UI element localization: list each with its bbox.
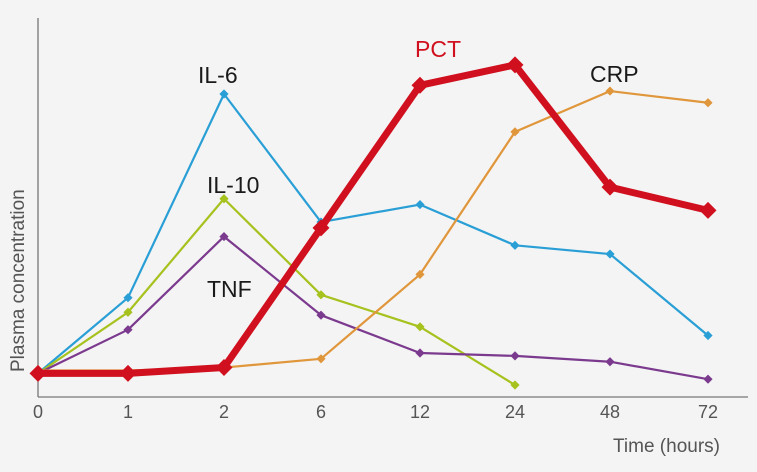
data-point-pct-2 xyxy=(215,359,233,377)
data-point-il10-6 xyxy=(316,290,326,300)
x-tick-label-48: 48 xyxy=(600,402,620,422)
data-point-il10-1 xyxy=(123,307,133,317)
data-point-pct-12 xyxy=(411,76,429,94)
series-label-crp: CRP xyxy=(590,61,639,87)
series-line-il10 xyxy=(36,197,517,387)
y-axis-title: Plasma concentration xyxy=(8,189,29,372)
data-point-pct-1 xyxy=(119,364,137,382)
series-line-tnf xyxy=(36,235,710,381)
x-tick-label-0: 0 xyxy=(33,402,43,422)
series-line-pct xyxy=(34,61,712,377)
data-point-tnf-24 xyxy=(510,351,520,361)
data-point-crp-6 xyxy=(316,354,326,364)
data-point-tnf-48 xyxy=(605,357,615,367)
axes: Plasma concentration Time (hours) xyxy=(8,18,748,457)
x-tick-label-6: 6 xyxy=(316,402,326,422)
x-tick-label-12: 12 xyxy=(410,402,430,422)
data-point-pct-6 xyxy=(312,219,330,237)
series-label-il10: IL-10 xyxy=(207,172,259,198)
data-point-crp-24 xyxy=(510,127,520,137)
series-line-il6 xyxy=(36,92,710,375)
series-label-tnf: TNF xyxy=(207,276,252,302)
series-label-il6: IL-6 xyxy=(198,62,238,88)
series-pct xyxy=(29,56,717,382)
x-tick-label-72: 72 xyxy=(698,402,718,422)
data-point-pct-24 xyxy=(506,56,524,74)
series-lines xyxy=(29,56,717,390)
data-point-crp-48 xyxy=(605,86,615,96)
x-tick-label-1: 1 xyxy=(123,402,133,422)
series-il6 xyxy=(33,89,713,378)
x-tick-labels: 0 1 2 6 12 24 48 72 xyxy=(33,402,718,422)
series-label-pct: PCT xyxy=(415,36,461,62)
data-point-il6-24 xyxy=(510,240,520,250)
data-point-tnf-2 xyxy=(219,231,229,242)
data-point-pct-48 xyxy=(601,178,619,196)
data-point-il6-12 xyxy=(415,199,425,210)
data-point-tnf-12 xyxy=(415,348,425,358)
data-point-tnf-1 xyxy=(123,325,133,335)
series-labels: IL-6 IL-10 TNF CRP PCT xyxy=(198,36,639,302)
x-tick-label-2: 2 xyxy=(219,402,229,422)
data-point-il6-48 xyxy=(605,249,615,259)
data-point-tnf-6 xyxy=(316,310,326,320)
data-point-il6-2 xyxy=(219,89,229,99)
data-point-pct-0 xyxy=(29,364,47,382)
data-point-pct-72 xyxy=(699,201,717,219)
data-point-il10-12 xyxy=(415,322,425,332)
series-crp xyxy=(33,86,713,376)
data-point-tnf-72 xyxy=(703,374,713,384)
x-axis-title: Time (hours) xyxy=(613,436,720,457)
data-point-il10-24 xyxy=(510,380,520,390)
series-il10 xyxy=(33,194,520,390)
data-point-il10-2 xyxy=(219,194,229,204)
data-point-crp-72 xyxy=(703,98,713,108)
x-tick-label-24: 24 xyxy=(505,402,525,422)
data-point-crp-12 xyxy=(415,269,425,280)
series-line-crp xyxy=(36,89,710,372)
data-point-il6-1 xyxy=(123,293,133,303)
data-point-il6-72 xyxy=(703,330,713,341)
